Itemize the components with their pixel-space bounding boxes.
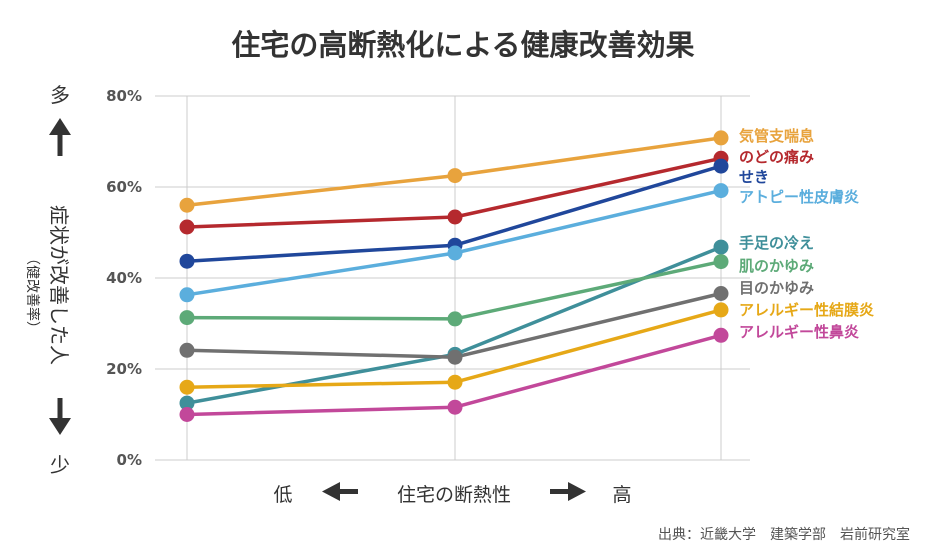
data-point: [713, 254, 729, 270]
data-point: [713, 239, 729, 255]
y-axis-label: 多 症状が改善した人 （健改善率） 少: [24, 83, 71, 477]
data-point: [713, 158, 729, 174]
data-point: [447, 399, 463, 415]
data-point: [179, 219, 195, 235]
data-point: [447, 209, 463, 225]
arrow-right-icon: [550, 482, 586, 501]
series-line: [186, 259, 722, 321]
data-point: [179, 395, 195, 411]
y-tick-label: 60%: [106, 178, 142, 196]
data-point: [447, 311, 463, 327]
data-point: [713, 302, 729, 318]
y-tick-label: 40%: [106, 269, 142, 287]
legend-label: 肌のかゆみ: [739, 257, 814, 275]
data-point: [179, 253, 195, 269]
data-point: [713, 183, 729, 199]
legend-label: 手足の冷え: [739, 234, 814, 252]
y-tick-label: 0%: [117, 451, 142, 469]
data-point: [179, 407, 195, 422]
x-label-middle: 住宅の断熱性: [397, 484, 511, 506]
data-point: [179, 379, 195, 395]
y-label-bottom: 少: [50, 453, 70, 477]
arrow-left-icon: [322, 482, 358, 501]
data-point: [713, 327, 729, 343]
legend-label: アトピー性皮膚炎: [739, 188, 859, 206]
legend-label: 気管支喘息: [739, 127, 814, 145]
x-label-high: 高: [612, 484, 631, 506]
y-tick-label: 80%: [106, 87, 142, 105]
data-point: [179, 310, 195, 326]
y-label-sub: （健改善率）: [24, 251, 41, 335]
y-tick-label: 20%: [106, 360, 142, 378]
data-point: [447, 168, 463, 184]
legend-label: 目のかゆみ: [739, 279, 814, 297]
chart-title: 住宅の高断熱化による健康改善効果: [231, 28, 694, 62]
data-point: [447, 374, 463, 390]
legend-label: せき: [739, 168, 769, 186]
data-point: [179, 287, 195, 303]
data-point: [447, 349, 463, 365]
data-point: [713, 130, 729, 146]
y-label-top: 多: [50, 83, 70, 107]
x-label-low: 低: [273, 484, 292, 506]
source-credit: 出典：近畿大学 建築学部 岩前研究室: [658, 526, 910, 543]
data-point: [713, 286, 729, 301]
x-axis-label: 低 住宅の断熱性 高: [273, 482, 632, 506]
series-points: [179, 130, 729, 422]
legend-label: アレルギー性結膜炎: [739, 301, 874, 319]
data-point: [179, 342, 195, 358]
y-label-main: 症状が改善した人: [47, 205, 71, 365]
legend: 気管支喘息のどの痛みせきアトピー性皮膚炎手足の冷え肌のかゆみ目のかゆみアレルギー…: [739, 127, 874, 341]
data-point: [447, 245, 463, 261]
grid: [155, 95, 750, 461]
legend-label: のどの痛み: [739, 148, 814, 166]
legend-label: アレルギー性鼻炎: [739, 323, 859, 341]
arrow-down-icon: [49, 398, 71, 435]
data-point: [179, 197, 195, 213]
arrow-up-icon: [49, 118, 71, 156]
y-tick-labels: 0% 20% 40% 60% 80%: [106, 87, 142, 469]
